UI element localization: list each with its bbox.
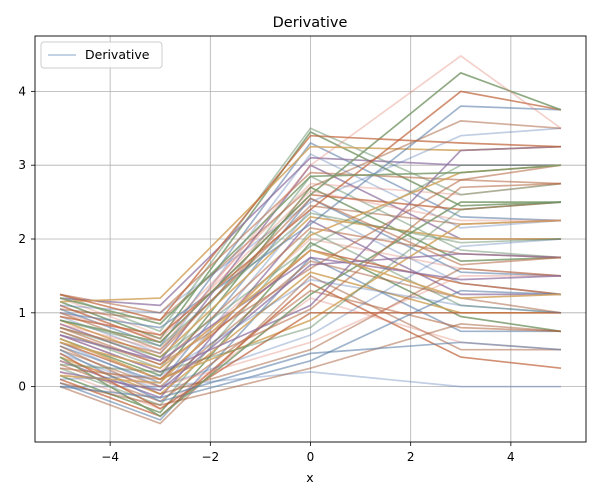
x-tick-label: −2 [201, 450, 219, 464]
derivative-series-line [59, 241, 562, 414]
derivative-series-line [59, 274, 561, 425]
derivative-series-line [59, 130, 562, 340]
derivative-series-line [59, 341, 562, 399]
derivative-series-line [60, 371, 561, 388]
derivative-series-line [59, 164, 562, 325]
derivative-series-line [59, 164, 562, 314]
derivative-series-line [59, 249, 562, 370]
x-tick-label: −4 [101, 450, 119, 464]
y-tick-label: 4 [18, 84, 26, 98]
derivative-series-line [59, 179, 562, 366]
derivative-series-line [59, 238, 562, 388]
derivative-series-line [59, 190, 561, 340]
derivative-series-line [59, 182, 562, 381]
derivative-series-line [59, 186, 562, 377]
derivative-series-line [59, 252, 562, 392]
derivative-series-line [59, 54, 562, 351]
derivative-series-line [59, 164, 561, 359]
derivative-series-line [59, 127, 562, 314]
derivative-series-line [59, 230, 562, 407]
derivative-series-line [59, 219, 561, 399]
derivative-series-line [59, 278, 562, 381]
derivative-series-line [59, 201, 562, 373]
legend-box [40, 41, 163, 69]
chart-title: Derivative [273, 15, 348, 31]
derivative-series-line [59, 153, 562, 355]
y-tick-label: 2 [18, 232, 26, 246]
x-tick-label: 4 [507, 450, 515, 464]
derivative-series-line [59, 71, 562, 344]
x-tick-label: 2 [407, 450, 415, 464]
derivative-series-line [59, 219, 562, 381]
y-tick-label: 0 [18, 380, 26, 394]
derivative-series-line [59, 201, 561, 418]
x-tick-label: 0 [307, 450, 315, 464]
derivative-series-line [59, 267, 562, 395]
derivative-series-line [59, 105, 562, 329]
x-axis-label: x [306, 470, 313, 485]
y-tick-label: 3 [18, 158, 26, 172]
derivative-series-line [59, 127, 562, 333]
derivative-series-line [59, 275, 561, 388]
derivative-series-line [59, 260, 562, 388]
derivative-series-line [59, 323, 562, 406]
axis-ticks: −4 −2 0 2 4 0 1 2 3 4 [18, 84, 514, 464]
derivative-series-line [59, 197, 562, 355]
derivative-series-line [59, 120, 562, 322]
derivative-series-line [59, 289, 562, 403]
derivative-series-line [59, 311, 561, 410]
derivative-series-line [59, 134, 562, 322]
derivative-series-line [59, 141, 562, 348]
derivative-series-line [59, 282, 562, 418]
derivative-series-line [59, 212, 562, 347]
derivative-series-line [59, 90, 562, 336]
derivative-series-line [59, 156, 561, 307]
series-lines [59, 54, 562, 425]
derivative-series-line [59, 256, 562, 362]
legend-label: Derivative [85, 47, 150, 62]
y-tick-label: 1 [18, 306, 26, 320]
legend: Derivative [40, 41, 163, 69]
